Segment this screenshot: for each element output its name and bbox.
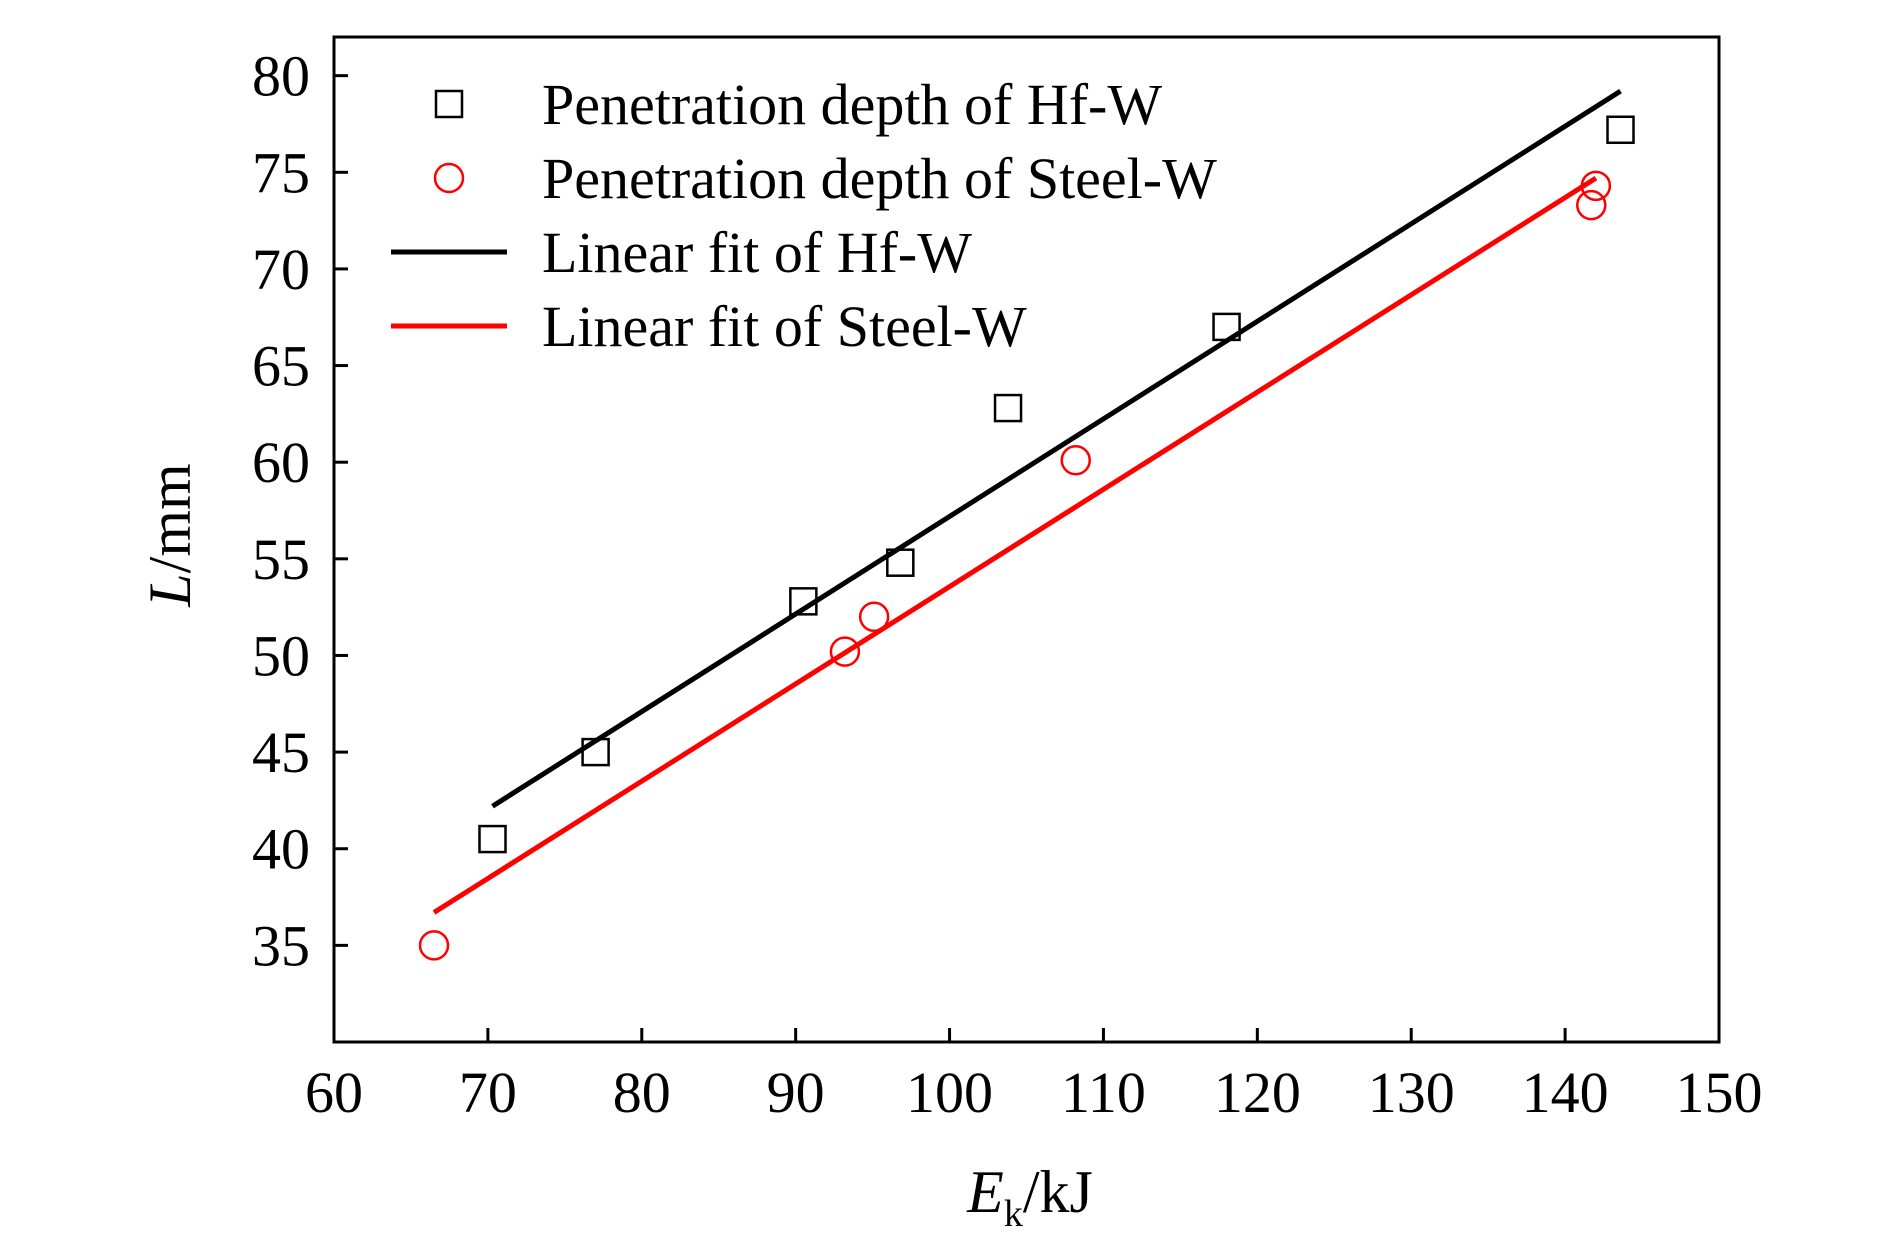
legend-label: Penetration depth of Steel-W xyxy=(542,146,1217,211)
x-tick-label: 150 xyxy=(1676,1060,1763,1125)
y-tick-label: 55 xyxy=(252,527,310,592)
steel-w-data-point xyxy=(1580,170,1612,202)
steel-w-data-point xyxy=(1576,189,1607,221)
y-tick-label: 60 xyxy=(252,430,310,495)
y-axis-title-unit: /mm xyxy=(137,463,203,573)
x-axis-title-unit: /kJ xyxy=(1023,1159,1093,1225)
legend-label: Linear fit of Hf-W xyxy=(542,220,972,285)
y-tick-label: 50 xyxy=(252,623,310,688)
legend-label: Penetration depth of Hf-W xyxy=(542,72,1162,137)
y-tick-label: 45 xyxy=(252,720,310,785)
steel-w-data-point xyxy=(829,636,861,667)
y-axis-title: L/mm xyxy=(137,463,203,607)
x-tick-label: 120 xyxy=(1214,1060,1301,1125)
steel-w-fit-line xyxy=(432,175,1598,915)
x-axis-title-sub: k xyxy=(1004,1193,1023,1235)
hf-w-data-point xyxy=(581,737,610,767)
x-tick-label: 140 xyxy=(1522,1060,1609,1125)
plot-frame xyxy=(332,35,1721,1044)
x-tick-label: 110 xyxy=(1061,1060,1146,1125)
x-tick-label: 130 xyxy=(1368,1060,1455,1125)
hf-w-data-point xyxy=(886,548,915,577)
hf-w-data-point xyxy=(993,393,1023,423)
y-tick-label: 65 xyxy=(252,334,310,399)
y-tick-label: 40 xyxy=(252,817,310,882)
x-tick-label: 80 xyxy=(613,1060,671,1125)
legend-label: Linear fit of Steel-W xyxy=(542,294,1027,359)
y-tick-label: 75 xyxy=(252,140,310,205)
hf-w-data-point xyxy=(789,587,818,616)
x-axis-title: Ek/kJ xyxy=(966,1159,1093,1235)
steel-w-data-point xyxy=(858,601,890,633)
x-axis-title-main: E xyxy=(966,1159,1004,1225)
hf-w-data-point xyxy=(478,824,507,854)
legend-square-marker xyxy=(434,89,464,119)
y-tick-label: 70 xyxy=(252,237,310,302)
x-tick-label: 100 xyxy=(906,1060,993,1125)
y-axis-title-main: L xyxy=(137,573,203,607)
x-tick-label: 60 xyxy=(305,1060,363,1125)
legend-circle-marker xyxy=(433,162,465,194)
x-tick-label: 90 xyxy=(767,1060,825,1125)
hf-w-fit-line xyxy=(491,89,1622,809)
steel-w-data-point xyxy=(418,930,450,961)
hf-w-data-point xyxy=(1212,312,1241,342)
x-tick-label: 70 xyxy=(459,1060,517,1125)
hf-w-data-point xyxy=(1606,115,1635,145)
steel-w-data-point xyxy=(1060,445,1091,476)
y-tick-label: 35 xyxy=(252,913,310,978)
y-tick-label: 80 xyxy=(252,44,310,109)
